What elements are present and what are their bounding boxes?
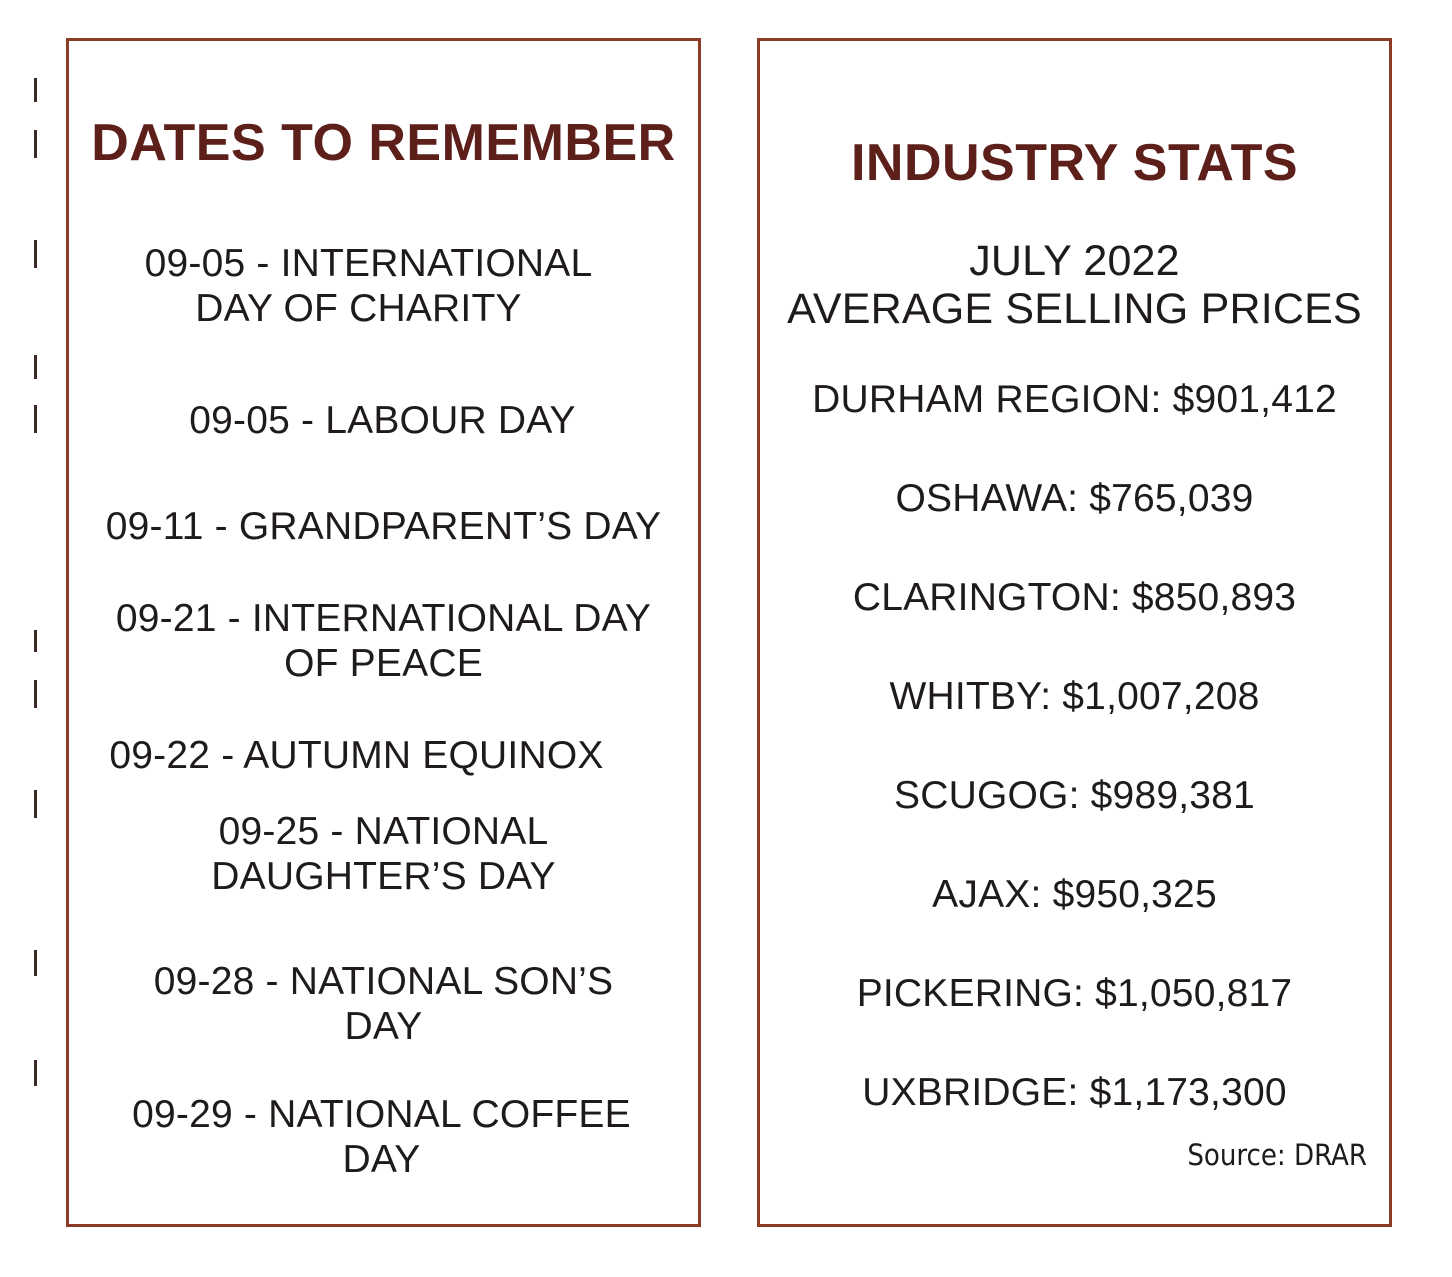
date-item-line: 09-25 - NATIONAL — [218, 810, 549, 853]
gutter-mark — [34, 790, 37, 818]
date-item: 09-25 - NATIONAL DAUGHTER’S DAY — [69, 809, 698, 899]
date-item-line: 09-11 - GRANDPARENT’S DAY — [105, 505, 662, 548]
date-item: 09-11 - GRANDPARENT’S DAY — [69, 504, 698, 549]
stats-panel-title: INDUSTRY STATS — [850, 134, 1299, 192]
gutter-mark — [34, 78, 37, 102]
gutter-mark — [34, 630, 37, 652]
stat-row: SCUGOG: $989,381 — [894, 774, 1255, 817]
date-item-line: 09-28 - NATIONAL SON’S — [153, 960, 614, 1003]
industry-stats-panel: INDUSTRY STATS JULY 2022 AVERAGE SELLING… — [757, 38, 1392, 1227]
stat-row: AJAX: $950,325 — [932, 873, 1217, 916]
gutter-mark — [34, 240, 37, 268]
source-note: Source: DRAR — [1187, 1138, 1367, 1172]
stat-row: CLARINGTON: $850,893 — [852, 576, 1297, 619]
stat-row: UXBRIDGE: $1,173,300 — [862, 1071, 1287, 1114]
gutter-mark — [34, 355, 37, 379]
stat-row: WHITBY: $1,007,208 — [889, 675, 1260, 718]
date-item-line: DAUGHTER’S DAY — [211, 855, 556, 898]
date-item-line: DAY — [344, 1005, 423, 1048]
dates-to-remember-panel: DATES TO REMEMBER 09-05 - INTERNATIONAL … — [66, 38, 701, 1227]
date-item: 09-22 - AUTUMN EQUINOX — [69, 733, 698, 778]
gutter-mark — [34, 680, 37, 708]
stats-subtitle-period: JULY 2022 — [969, 237, 1180, 285]
gutter-mark — [34, 1060, 37, 1086]
date-item-line: 09-29 - NATIONAL COFFEE — [132, 1093, 631, 1136]
stat-row: OSHAWA: $765,039 — [895, 477, 1254, 520]
date-item-line: 09-05 - LABOUR DAY — [189, 399, 576, 442]
stat-row: PICKERING: $1,050,817 — [856, 972, 1293, 1015]
date-item-line: 09-22 - AUTUMN EQUINOX — [109, 734, 604, 777]
date-item: 09-28 - NATIONAL SON’S DAY — [69, 959, 698, 1049]
date-item: 09-05 - LABOUR DAY — [69, 398, 698, 443]
date-item: 09-29 - NATIONAL COFFEE DAY — [69, 1092, 698, 1182]
date-item-line: 09-05 - INTERNATIONAL — [144, 242, 593, 285]
gutter-mark — [34, 405, 37, 433]
date-item-line: DAY — [342, 1138, 421, 1181]
stats-subtitle: JULY 2022 AVERAGE SELLING PRICES — [760, 237, 1389, 333]
gutter-mark — [34, 130, 37, 158]
gutter-mark — [34, 950, 37, 976]
date-item: 09-05 - INTERNATIONAL DAY OF CHARITY — [69, 241, 698, 331]
date-item-line: DAY OF CHARITY — [195, 287, 522, 330]
stats-subtitle-label: AVERAGE SELLING PRICES — [787, 285, 1362, 333]
date-item-line: 09-21 - INTERNATIONAL DAY — [115, 597, 652, 640]
date-item-line: OF PEACE — [284, 642, 483, 685]
date-item: 09-21 - INTERNATIONAL DAY OF PEACE — [69, 596, 698, 686]
stat-row: DURHAM REGION: $901,412 — [812, 378, 1337, 421]
dates-panel-title: DATES TO REMEMBER — [91, 114, 676, 172]
